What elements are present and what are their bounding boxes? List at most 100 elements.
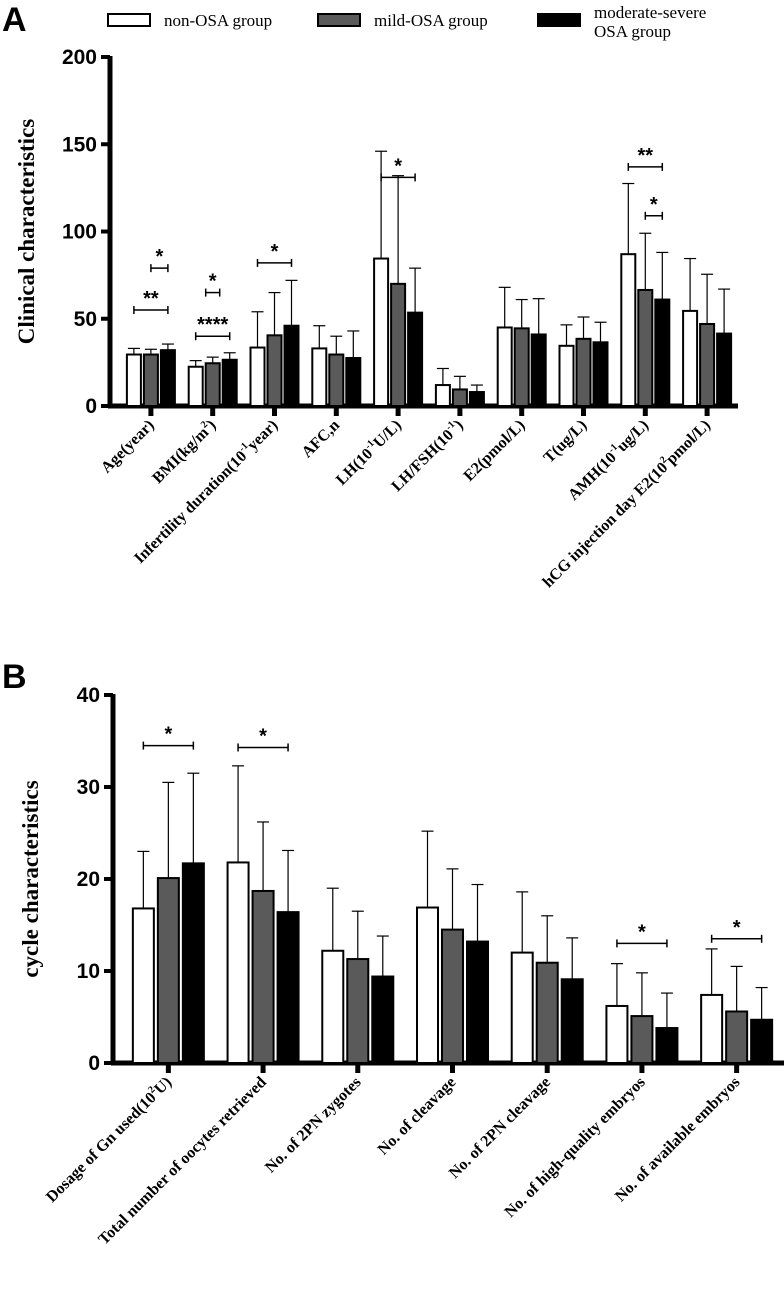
legend-swatch-2 [537, 13, 581, 27]
panel-b-bar-s0-c5 [605, 1004, 629, 1065]
panel-b-sig-label-3: * [733, 917, 741, 939]
panel-b-bar-s0-c2 [321, 949, 345, 1065]
panel-b-x-tick-label-4-part-0: No. of 2PN cleavage [446, 1074, 554, 1182]
panel-a-bar-s0-c0 [125, 353, 142, 407]
panel-a-y-tick-label-3: 150 [62, 133, 97, 156]
legend-swatch-0 [107, 13, 151, 27]
panel-a-sig-label-3: * [209, 271, 217, 293]
panel-b-letter: B [2, 658, 27, 696]
panel-a-y-tick-label-1: 50 [74, 308, 97, 331]
panel-a-x-tick-label-5-part-0: LH/FSH(10 [388, 426, 457, 495]
panel-a-x-tick-label-6-part-0: E2(pmol/L) [461, 417, 529, 485]
panel-a-bar-s0-c5 [434, 384, 451, 407]
panel-b-y-tick-label-4: 40 [77, 684, 100, 707]
panel-b-sig-label-0: * [164, 724, 172, 746]
panel-b-bar-s1-c0 [156, 877, 180, 1065]
panel-a-letter: A [2, 1, 27, 39]
panel-a-x-tick-label-3-part-0: AFC,n [299, 417, 343, 461]
panel-b-bar-s1-c6 [725, 1010, 749, 1064]
panel-a-bar-s0-c3 [311, 347, 328, 408]
panel-a-y-tick-label-2: 100 [62, 221, 97, 244]
panel-a-x-tick-label-2-part-2: year) [244, 417, 281, 454]
panel-a-bar-s2-c9 [716, 332, 733, 407]
panel-b-bar-s2-c2 [371, 975, 395, 1065]
panel-b-x-tick-label-2-part-0: No. of 2PN zygotes [262, 1074, 365, 1177]
panel-a-bar-s1-c3 [328, 353, 345, 407]
panel-a-x-tick-label-1-part-1: 2 [199, 419, 210, 430]
panel-a-x-tick-label-8-part-2: ug/L) [614, 417, 652, 455]
panel-a-sig-label-7: * [650, 194, 658, 216]
panel-b-bar-s2-c4 [560, 978, 584, 1065]
panel-a-bar-s0-c4 [373, 257, 390, 407]
panel-a-y-tick-label-0: 0 [85, 395, 97, 418]
panel-a-bar-s1-c7 [575, 337, 592, 408]
panel-b-bar-s2-c6 [750, 1018, 774, 1065]
panel-a-x-tick-label-8-part-0: AMH(10 [565, 449, 620, 504]
panel-b-bar-s2-c5 [655, 1027, 679, 1065]
panel-b-bar-s1-c1 [251, 889, 275, 1065]
panel-b-bar-s0-c0 [131, 907, 155, 1064]
panel-a-bar-s0-c7 [558, 344, 575, 407]
panel-a-x-tick-label-6: E2(pmol/L) [461, 417, 529, 485]
panel-b-bar-s2-c0 [181, 862, 205, 1064]
legend-label-2-1: OSA group [594, 22, 671, 41]
legend-label-0-0: non-OSA group [164, 11, 272, 30]
panel-b-bar-s0-c4 [510, 951, 534, 1064]
panel-b-x-tick-label-3: No. of cleavage [375, 1074, 460, 1159]
panel-b-x-tick-label-0-part-1: 2 [146, 1084, 157, 1095]
panel-b-y-tick-label-1: 10 [77, 960, 100, 983]
panel-b-bar-s1-c4 [535, 961, 559, 1064]
panel-a-bar-s2-c7 [592, 341, 609, 407]
panel-a-x-tick-label-0: Age(year) [98, 417, 158, 477]
panel-b-bar-s0-c3 [416, 906, 439, 1065]
panel-b-y-tick-label-3: 30 [77, 776, 100, 799]
panel-b-y-tick-label-2: 20 [77, 868, 100, 891]
panel-a-x-tick-label-9-part-2: pmol/L) [663, 417, 714, 468]
panel-a-bar-s1-c8 [637, 288, 654, 407]
panel-a-sig-label-2: **** [197, 314, 228, 336]
panel-b-x-tick-label-3-part-0: No. of cleavage [375, 1074, 460, 1159]
panel-b-bar-s1-c5 [630, 1015, 654, 1065]
panel-a-x-tick-label-1-part-0: BMI(kg/m [149, 424, 212, 487]
panel-a-x-tick-label-3: AFC,n [299, 417, 343, 461]
panel-a-x-tick-label-0-part-0: Age(year) [98, 417, 158, 477]
panel-b-sig-label-1: * [259, 725, 267, 747]
panel-b-y-axis-label: cycle characteristics [18, 780, 43, 977]
panel-a-bar-s0-c8 [620, 253, 637, 407]
panel-a-bar-s2-c5 [468, 391, 485, 408]
panel-a-bar-s1-c2 [266, 334, 283, 408]
panel-a-chart: Clinical characteristics 0 50 100 150 200 Age(… [14, 46, 738, 591]
panel-a-x-tick-label-7-part-0: T(ug/L) [541, 417, 591, 467]
panel-a-sig-label-4: * [271, 241, 279, 263]
panel-a-bar-s1-c4 [390, 282, 407, 408]
panel-a-x-tick-label-9-part-1: 2 [658, 454, 669, 465]
panel-a-bar-s1-c6 [513, 327, 530, 407]
panel-a-x-tick-label-2-part-0: Infertility duration(10 [131, 448, 250, 567]
panel-b-x-tick-label-1-part-0: Total number of oocytes retrieved [95, 1074, 270, 1249]
panel-b-bar-s0-c6 [700, 993, 724, 1064]
panel-a-y-axis-label: Clinical characteristics [14, 119, 39, 345]
legend-label-2-0: moderate-severe [594, 3, 706, 22]
panel-b-bar-s2-c3 [466, 940, 489, 1064]
legend: non-OSA group mild-OSA group moderate-seve… [107, 3, 706, 41]
panel-b-sig-label-2: * [638, 921, 646, 943]
panel-a-bar-s0-c2 [249, 346, 266, 408]
panel-a-bar-s2-c1 [221, 358, 238, 408]
panel-a-bar-s0-c1 [187, 365, 204, 407]
panel-b-bar-s1-c3 [441, 928, 464, 1064]
panel-a-bar-s1-c5 [451, 388, 468, 407]
panel-a-bar-s2-c3 [345, 357, 362, 408]
panel-b-x-tick-label-1: Total number of oocytes retrieved [95, 1074, 270, 1249]
panel-b-y-tick-label-0: 0 [88, 1052, 100, 1075]
panel-a-bar-s0-c9 [682, 309, 699, 407]
panel-b-bar-s1-c2 [346, 958, 370, 1064]
panel-a-bar-s2-c6 [530, 333, 547, 407]
panel-a-bar-s2-c4 [407, 311, 424, 407]
panel-a-bar-s2-c2 [283, 324, 300, 408]
legend-label-1-0: mild-OSA group [374, 11, 488, 30]
panel-b-bar-s0-c1 [226, 861, 250, 1064]
panel-a-sig-label-1: * [156, 246, 164, 268]
panel-a-bar-s2-c8 [654, 298, 671, 407]
